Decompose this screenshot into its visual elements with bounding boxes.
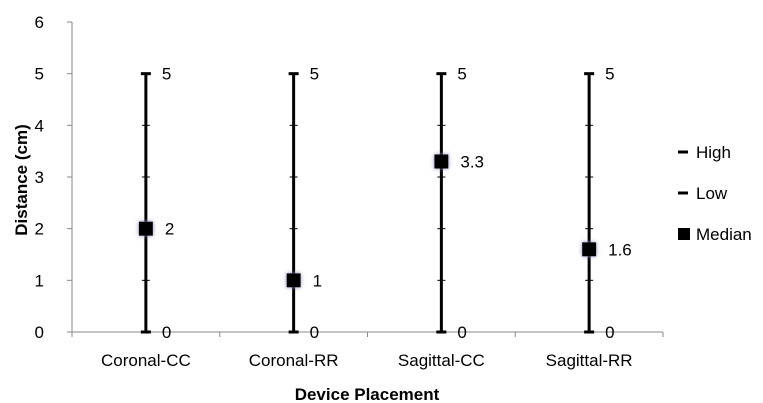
median-data-label: 1.6 xyxy=(608,240,632,259)
y-tick-label: 3 xyxy=(35,168,44,187)
x-tick-label: Coronal-CC xyxy=(101,351,191,370)
low-data-label: 0 xyxy=(457,323,466,342)
y-tick-label: 2 xyxy=(35,220,44,239)
y-axis: 0 1 2 3 4 5 6 xyxy=(35,13,73,342)
median-marker xyxy=(434,154,449,169)
y-tick-label: 0 xyxy=(35,323,44,342)
high-data-label: 5 xyxy=(310,65,319,84)
x-axis-title: Device Placement xyxy=(295,385,440,403)
x-tick-label: Sagittal-RR xyxy=(546,351,633,370)
median-data-label: 1 xyxy=(313,271,322,290)
median-marker xyxy=(582,242,597,257)
y-tick-label: 5 xyxy=(35,65,44,84)
y-axis-title: Distance (cm) xyxy=(12,124,31,235)
low-data-label: 0 xyxy=(162,323,171,342)
median-marker xyxy=(286,273,301,288)
legend-label: Median xyxy=(696,225,752,244)
y-tick-label: 6 xyxy=(35,13,44,32)
high-data-label: 5 xyxy=(605,65,614,84)
x-tick-label: Coronal-RR xyxy=(249,351,339,370)
legend-median-swatch xyxy=(678,228,690,240)
median-marker xyxy=(138,221,153,236)
high-data-label: 5 xyxy=(162,65,171,84)
x-axis: Coronal-CC Coronal-RR Sagittal-CC Sagittal-… xyxy=(71,331,664,370)
legend-label: Low xyxy=(696,184,728,203)
plot-area: 5 0 2 5 0 1 5 0 3.3 5 0 1.6 xyxy=(138,65,632,342)
y-tick-label: 4 xyxy=(35,116,44,135)
low-data-label: 0 xyxy=(605,323,614,342)
median-data-label: 3.3 xyxy=(460,153,484,172)
y-tick-label: 1 xyxy=(35,271,44,290)
x-tick-label: Sagittal-CC xyxy=(398,351,485,370)
high-data-label: 5 xyxy=(457,65,466,84)
median-data-label: 2 xyxy=(165,220,174,239)
low-data-label: 0 xyxy=(310,323,319,342)
legend: High Low Median xyxy=(678,143,752,244)
legend-label: High xyxy=(696,143,731,162)
